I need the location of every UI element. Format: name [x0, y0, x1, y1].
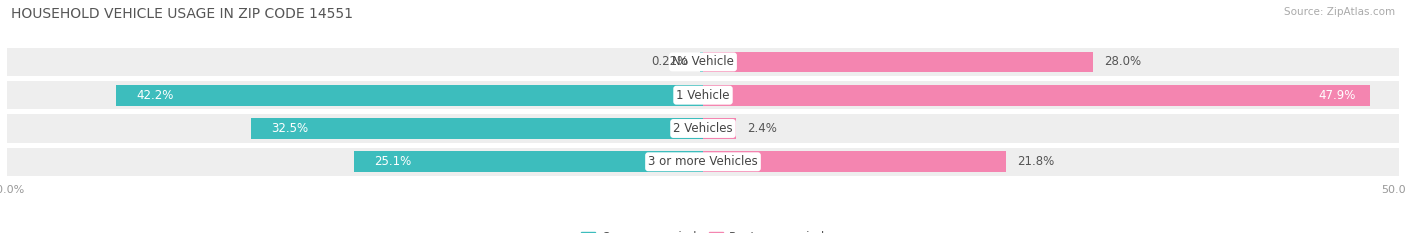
Text: 32.5%: 32.5%: [271, 122, 309, 135]
Bar: [703, 118, 737, 139]
Text: 2 Vehicles: 2 Vehicles: [673, 122, 733, 135]
Text: 21.8%: 21.8%: [1018, 155, 1054, 168]
Text: 2.4%: 2.4%: [748, 122, 778, 135]
Bar: [7, 148, 1399, 176]
Bar: [250, 118, 703, 139]
Bar: [703, 51, 1092, 72]
Bar: [703, 85, 1369, 106]
Text: 3 or more Vehicles: 3 or more Vehicles: [648, 155, 758, 168]
Bar: [7, 48, 1399, 76]
Text: Source: ZipAtlas.com: Source: ZipAtlas.com: [1284, 7, 1395, 17]
Bar: [354, 151, 703, 172]
Legend: Owner-occupied, Renter-occupied: Owner-occupied, Renter-occupied: [576, 226, 830, 233]
Text: No Vehicle: No Vehicle: [672, 55, 734, 69]
Bar: [703, 151, 1007, 172]
Text: 0.22%: 0.22%: [651, 55, 689, 69]
Bar: [700, 51, 703, 72]
Text: 1 Vehicle: 1 Vehicle: [676, 89, 730, 102]
Text: 25.1%: 25.1%: [374, 155, 412, 168]
Text: 47.9%: 47.9%: [1319, 89, 1355, 102]
Text: HOUSEHOLD VEHICLE USAGE IN ZIP CODE 14551: HOUSEHOLD VEHICLE USAGE IN ZIP CODE 1455…: [11, 7, 353, 21]
Text: 28.0%: 28.0%: [1104, 55, 1142, 69]
Bar: [7, 114, 1399, 143]
Bar: [115, 85, 703, 106]
Bar: [7, 81, 1399, 109]
Text: 42.2%: 42.2%: [136, 89, 174, 102]
